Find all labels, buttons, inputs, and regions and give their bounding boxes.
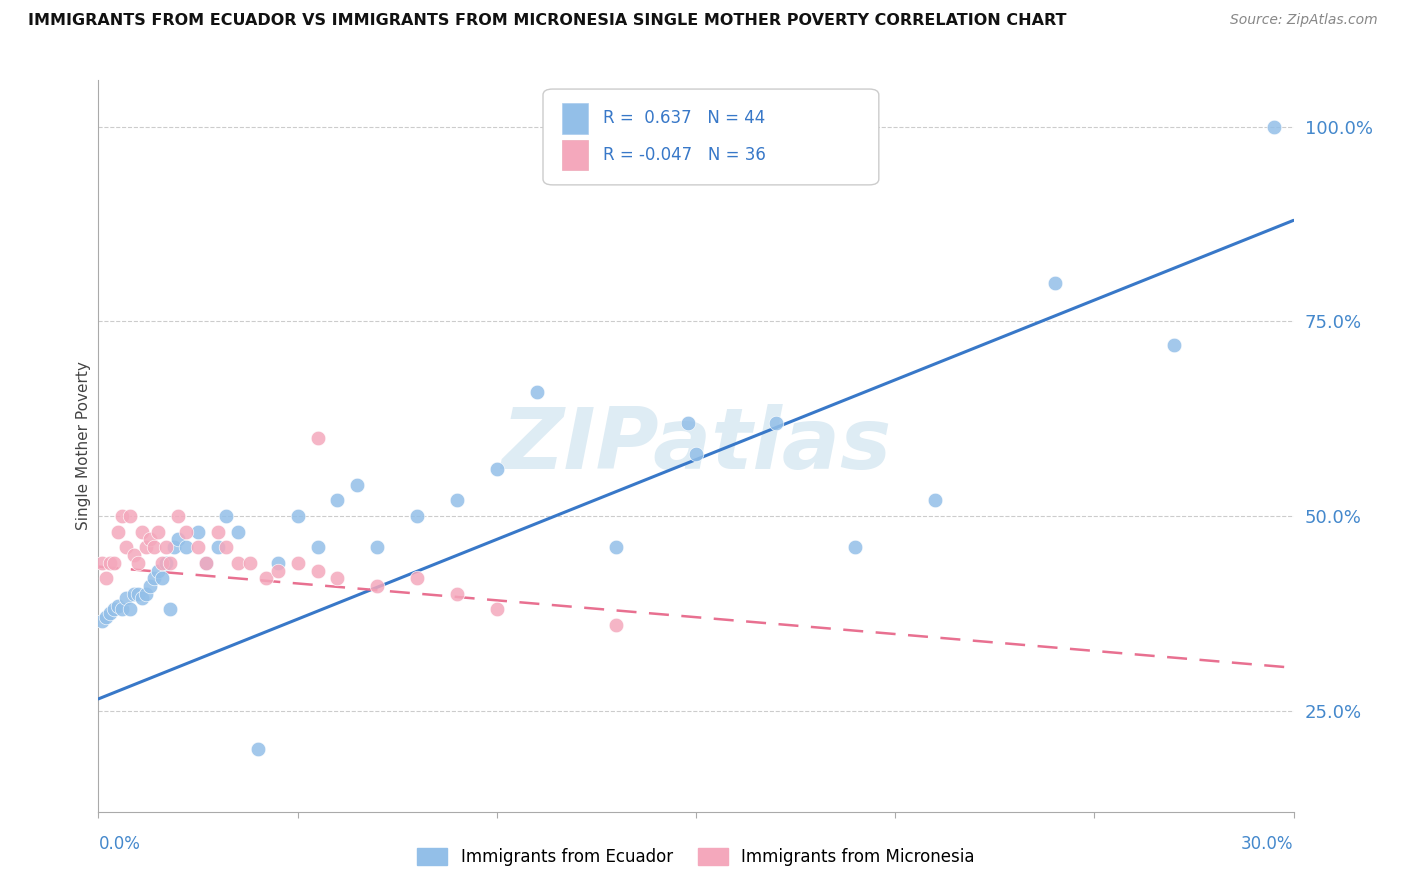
Point bbox=[195, 556, 218, 570]
Point bbox=[287, 556, 309, 570]
Point bbox=[131, 524, 153, 539]
Point bbox=[155, 540, 177, 554]
Point bbox=[765, 416, 787, 430]
Point bbox=[124, 548, 146, 562]
Point bbox=[254, 571, 277, 585]
Point bbox=[485, 462, 508, 476]
Point bbox=[115, 591, 138, 605]
Point bbox=[326, 493, 349, 508]
Point bbox=[143, 571, 166, 585]
Point bbox=[159, 556, 181, 570]
Point bbox=[307, 431, 329, 445]
Point bbox=[167, 509, 190, 524]
Point bbox=[406, 509, 429, 524]
Legend: Immigrants from Ecuador, Immigrants from Micronesia: Immigrants from Ecuador, Immigrants from… bbox=[411, 841, 981, 873]
Point bbox=[174, 540, 197, 554]
Point bbox=[267, 564, 290, 578]
Point bbox=[287, 509, 309, 524]
Point bbox=[207, 540, 229, 554]
Point bbox=[215, 540, 238, 554]
Point bbox=[174, 524, 197, 539]
Point bbox=[1163, 338, 1185, 352]
Point bbox=[100, 607, 122, 621]
Point bbox=[131, 591, 153, 605]
Point bbox=[111, 602, 134, 616]
Point bbox=[1263, 120, 1285, 134]
Point bbox=[366, 579, 388, 593]
Text: R = -0.047   N = 36: R = -0.047 N = 36 bbox=[603, 146, 766, 164]
Text: 30.0%: 30.0% bbox=[1241, 835, 1294, 853]
Point bbox=[685, 447, 707, 461]
Text: Source: ZipAtlas.com: Source: ZipAtlas.com bbox=[1230, 13, 1378, 28]
Point bbox=[135, 587, 157, 601]
Point bbox=[100, 556, 122, 570]
Point bbox=[135, 540, 157, 554]
Point bbox=[111, 509, 134, 524]
Point bbox=[215, 509, 238, 524]
Point bbox=[107, 599, 129, 613]
Point bbox=[207, 524, 229, 539]
Point bbox=[148, 564, 170, 578]
Point bbox=[187, 524, 209, 539]
Point bbox=[115, 540, 138, 554]
Point bbox=[103, 556, 125, 570]
Point bbox=[103, 602, 125, 616]
Bar bbox=[562, 103, 589, 134]
Text: ZIPatlas: ZIPatlas bbox=[501, 404, 891, 488]
Point bbox=[307, 564, 329, 578]
Point bbox=[159, 602, 181, 616]
Point bbox=[195, 556, 218, 570]
Point bbox=[307, 540, 329, 554]
Point bbox=[485, 602, 508, 616]
Point bbox=[267, 556, 290, 570]
Point bbox=[187, 540, 209, 554]
Text: 0.0%: 0.0% bbox=[98, 835, 141, 853]
Point bbox=[148, 524, 170, 539]
Y-axis label: Single Mother Poverty: Single Mother Poverty bbox=[76, 361, 91, 531]
Point bbox=[139, 579, 162, 593]
Point bbox=[246, 742, 269, 756]
Point bbox=[406, 571, 429, 585]
Point bbox=[1043, 276, 1066, 290]
Point bbox=[326, 571, 349, 585]
Point bbox=[150, 556, 173, 570]
Bar bbox=[562, 139, 589, 170]
Text: R =  0.637   N = 44: R = 0.637 N = 44 bbox=[603, 110, 765, 128]
Point bbox=[346, 478, 368, 492]
Point bbox=[127, 587, 149, 601]
Point bbox=[143, 540, 166, 554]
Point bbox=[163, 540, 186, 554]
Point bbox=[605, 540, 627, 554]
Point bbox=[239, 556, 262, 570]
Point bbox=[139, 533, 162, 547]
Point bbox=[924, 493, 946, 508]
Point bbox=[150, 571, 173, 585]
Point bbox=[526, 384, 548, 399]
Point bbox=[446, 587, 468, 601]
Point bbox=[226, 524, 249, 539]
Point bbox=[127, 556, 149, 570]
Point bbox=[155, 556, 177, 570]
Point bbox=[96, 571, 118, 585]
Point bbox=[167, 533, 190, 547]
Point bbox=[107, 524, 129, 539]
Point bbox=[446, 493, 468, 508]
FancyBboxPatch shape bbox=[543, 89, 879, 185]
Text: IMMIGRANTS FROM ECUADOR VS IMMIGRANTS FROM MICRONESIA SINGLE MOTHER POVERTY CORR: IMMIGRANTS FROM ECUADOR VS IMMIGRANTS FR… bbox=[28, 13, 1067, 29]
Point bbox=[366, 540, 388, 554]
Point bbox=[120, 602, 142, 616]
Point bbox=[226, 556, 249, 570]
Point bbox=[91, 614, 114, 628]
Point bbox=[844, 540, 866, 554]
Point bbox=[124, 587, 146, 601]
Point bbox=[676, 416, 699, 430]
Point bbox=[605, 618, 627, 632]
Point bbox=[91, 556, 114, 570]
Point bbox=[120, 509, 142, 524]
Point bbox=[96, 610, 118, 624]
